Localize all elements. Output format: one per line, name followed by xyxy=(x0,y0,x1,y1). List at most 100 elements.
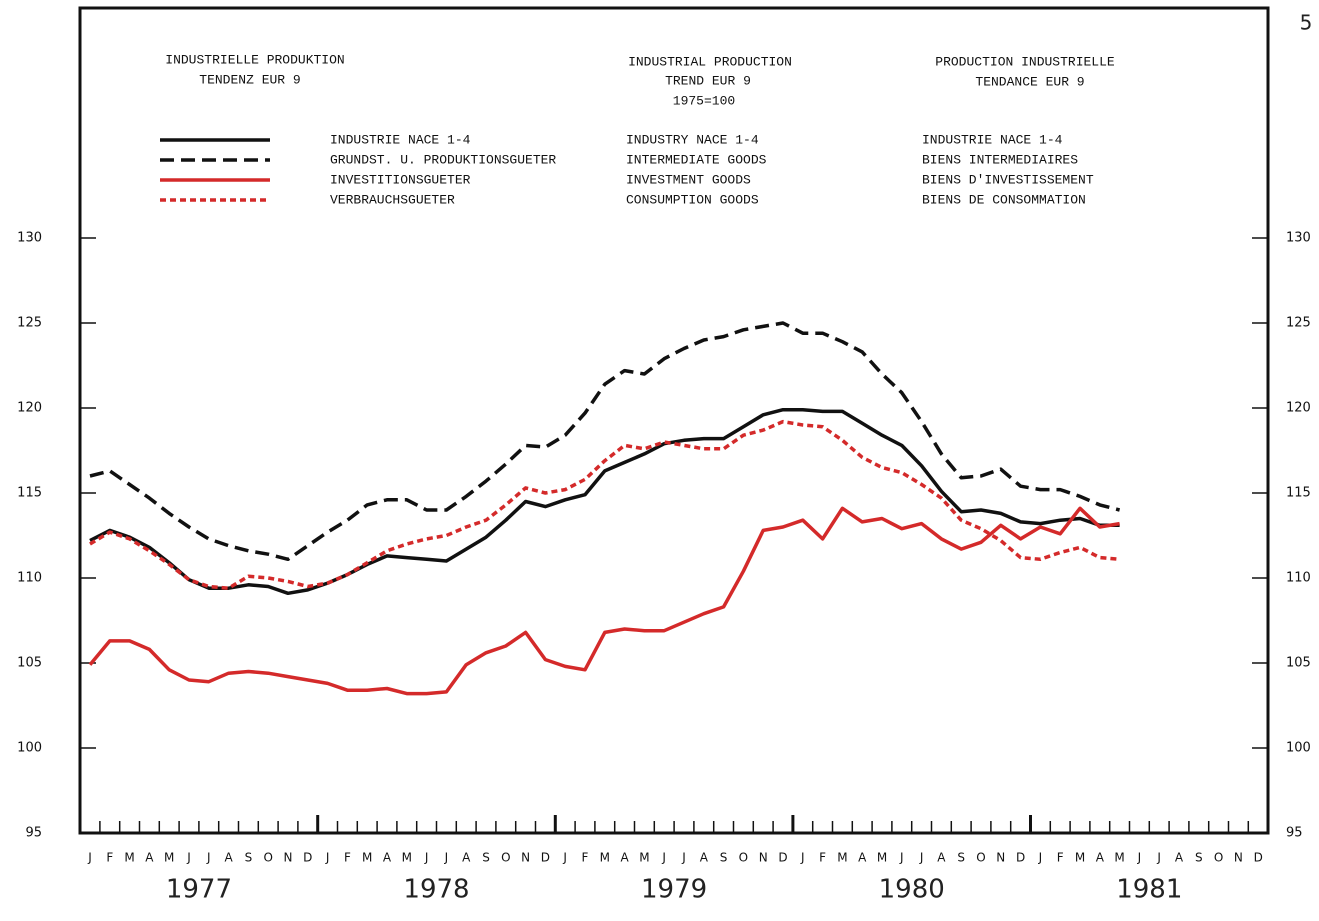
x-tick-label: J xyxy=(562,851,567,865)
x-tick-label: N xyxy=(521,851,530,865)
x-tick-label: N xyxy=(284,851,293,865)
x-tick-label: S xyxy=(1195,851,1203,865)
legend-label: BIENS INTERMEDIAIRES xyxy=(922,152,1078,167)
x-tick-label: M xyxy=(639,851,649,865)
x-tick-label: N xyxy=(759,851,768,865)
series-line xyxy=(88,506,1120,696)
year-label: 1977 xyxy=(166,875,232,905)
y-tick-label-right: 95 xyxy=(1286,826,1303,841)
y-tick-label-right: 110 xyxy=(1286,571,1311,586)
x-tick-label: O xyxy=(263,851,272,865)
x-tick-label: D xyxy=(778,851,787,865)
x-tick-label: J xyxy=(919,851,924,865)
x-tick-label: M xyxy=(124,851,134,865)
x-tick-label: J xyxy=(325,851,330,865)
page-number: 5 xyxy=(1300,11,1313,35)
x-tick-label: J xyxy=(899,851,904,865)
x-tick-label: F xyxy=(1057,851,1064,865)
x-tick-label: O xyxy=(501,851,510,865)
x-tick-label: A xyxy=(620,851,629,865)
legend-label: INDUSTRY NACE 1-4 xyxy=(626,132,759,147)
legend-label: BIENS D'INVESTISSEMENT xyxy=(922,172,1094,187)
x-tick-label: M xyxy=(402,851,412,865)
x-tick-label: N xyxy=(996,851,1005,865)
legend-label: INTERMEDIATE GOODS xyxy=(626,152,767,167)
legend-label: GRUNDST. U. PRODUKTIONSGUETER xyxy=(330,152,556,167)
x-tick-label: D xyxy=(1254,851,1263,865)
y-tick-label: 110 xyxy=(17,571,42,586)
x-tick-label: A xyxy=(224,851,233,865)
title-de: TENDENZ EUR 9 xyxy=(199,72,300,87)
x-tick-label: J xyxy=(1137,851,1142,865)
x-tick-label: J xyxy=(424,851,429,865)
x-tick-label: F xyxy=(106,851,113,865)
x-tick-label: F xyxy=(819,851,826,865)
x-tick-label: D xyxy=(541,851,550,865)
year-label: 1979 xyxy=(641,875,707,905)
title-fr: TENDANCE EUR 9 xyxy=(975,74,1084,89)
x-tick-label: A xyxy=(462,851,471,865)
legend-label: INDUSTRIE NACE 1-4 xyxy=(330,132,471,147)
x-tick-label: A xyxy=(700,851,709,865)
title-en: INDUSTRIAL PRODUCTION xyxy=(628,54,792,69)
series-line xyxy=(89,407,1120,596)
legend-label: INDUSTRIE NACE 1-4 xyxy=(922,132,1063,147)
x-tick-label: S xyxy=(245,851,253,865)
legend-label: VERBRAUCHSGUETER xyxy=(330,192,455,207)
y-tick-label: 120 xyxy=(17,401,42,416)
x-tick-label: J xyxy=(206,851,211,865)
year-label: 1981 xyxy=(1116,875,1182,905)
x-tick-label: M xyxy=(1075,851,1085,865)
y-tick-label-right: 105 xyxy=(1286,656,1311,671)
x-tick-label: A xyxy=(1096,851,1105,865)
x-tick-label: M xyxy=(164,851,174,865)
x-tick-label: M xyxy=(837,851,847,865)
y-tick-label-right: 100 xyxy=(1286,741,1311,756)
x-tick-label: M xyxy=(600,851,610,865)
x-tick-label: O xyxy=(1214,851,1223,865)
x-tick-label: J xyxy=(681,851,686,865)
series-line xyxy=(89,419,1120,590)
x-tick-label: M xyxy=(1114,851,1124,865)
legend-label: INVESTMENT GOODS xyxy=(626,172,751,187)
y-tick-label-right: 115 xyxy=(1286,486,1311,501)
x-tick-label: D xyxy=(1016,851,1025,865)
legend-label: CONSUMPTION GOODS xyxy=(626,192,759,207)
y-tick-label: 125 xyxy=(17,316,42,331)
x-tick-label: J xyxy=(87,851,92,865)
x-tick-label: J xyxy=(1038,851,1043,865)
series-line xyxy=(89,321,1121,562)
x-tick-label: S xyxy=(720,851,728,865)
title-fr: PRODUCTION INDUSTRIELLE xyxy=(935,54,1115,69)
x-tick-label: S xyxy=(482,851,490,865)
x-tick-label: F xyxy=(582,851,589,865)
y-tick-label: 130 xyxy=(17,231,42,246)
x-tick-label: J xyxy=(444,851,449,865)
x-tick-label: M xyxy=(877,851,887,865)
y-tick-label: 95 xyxy=(25,826,42,841)
y-tick-label: 100 xyxy=(17,741,42,756)
year-label: 1978 xyxy=(403,875,469,905)
x-tick-label: O xyxy=(739,851,748,865)
x-tick-label: A xyxy=(858,851,867,865)
x-tick-label: D xyxy=(303,851,312,865)
x-tick-label: F xyxy=(344,851,351,865)
y-tick-label-right: 130 xyxy=(1286,231,1311,246)
title-de: INDUSTRIELLE PRODUKTION xyxy=(165,52,344,67)
x-tick-label: M xyxy=(362,851,372,865)
x-tick-label: A xyxy=(1175,851,1184,865)
x-tick-label: J xyxy=(1156,851,1161,865)
y-tick-label-right: 120 xyxy=(1286,401,1311,416)
legend-label: BIENS DE CONSOMMATION xyxy=(922,192,1086,207)
x-tick-label: A xyxy=(145,851,154,865)
x-tick-label: A xyxy=(383,851,392,865)
title-en: TREND EUR 9 xyxy=(665,73,751,88)
legend-label: INVESTITIONSGUETER xyxy=(330,172,471,187)
x-tick-label: J xyxy=(800,851,805,865)
x-tick-label: J xyxy=(186,851,191,865)
x-tick-label: J xyxy=(661,851,666,865)
y-tick-label: 115 xyxy=(17,486,42,501)
x-tick-label: O xyxy=(976,851,985,865)
y-tick-label: 105 xyxy=(17,656,42,671)
title-en: 1975=100 xyxy=(673,93,735,108)
